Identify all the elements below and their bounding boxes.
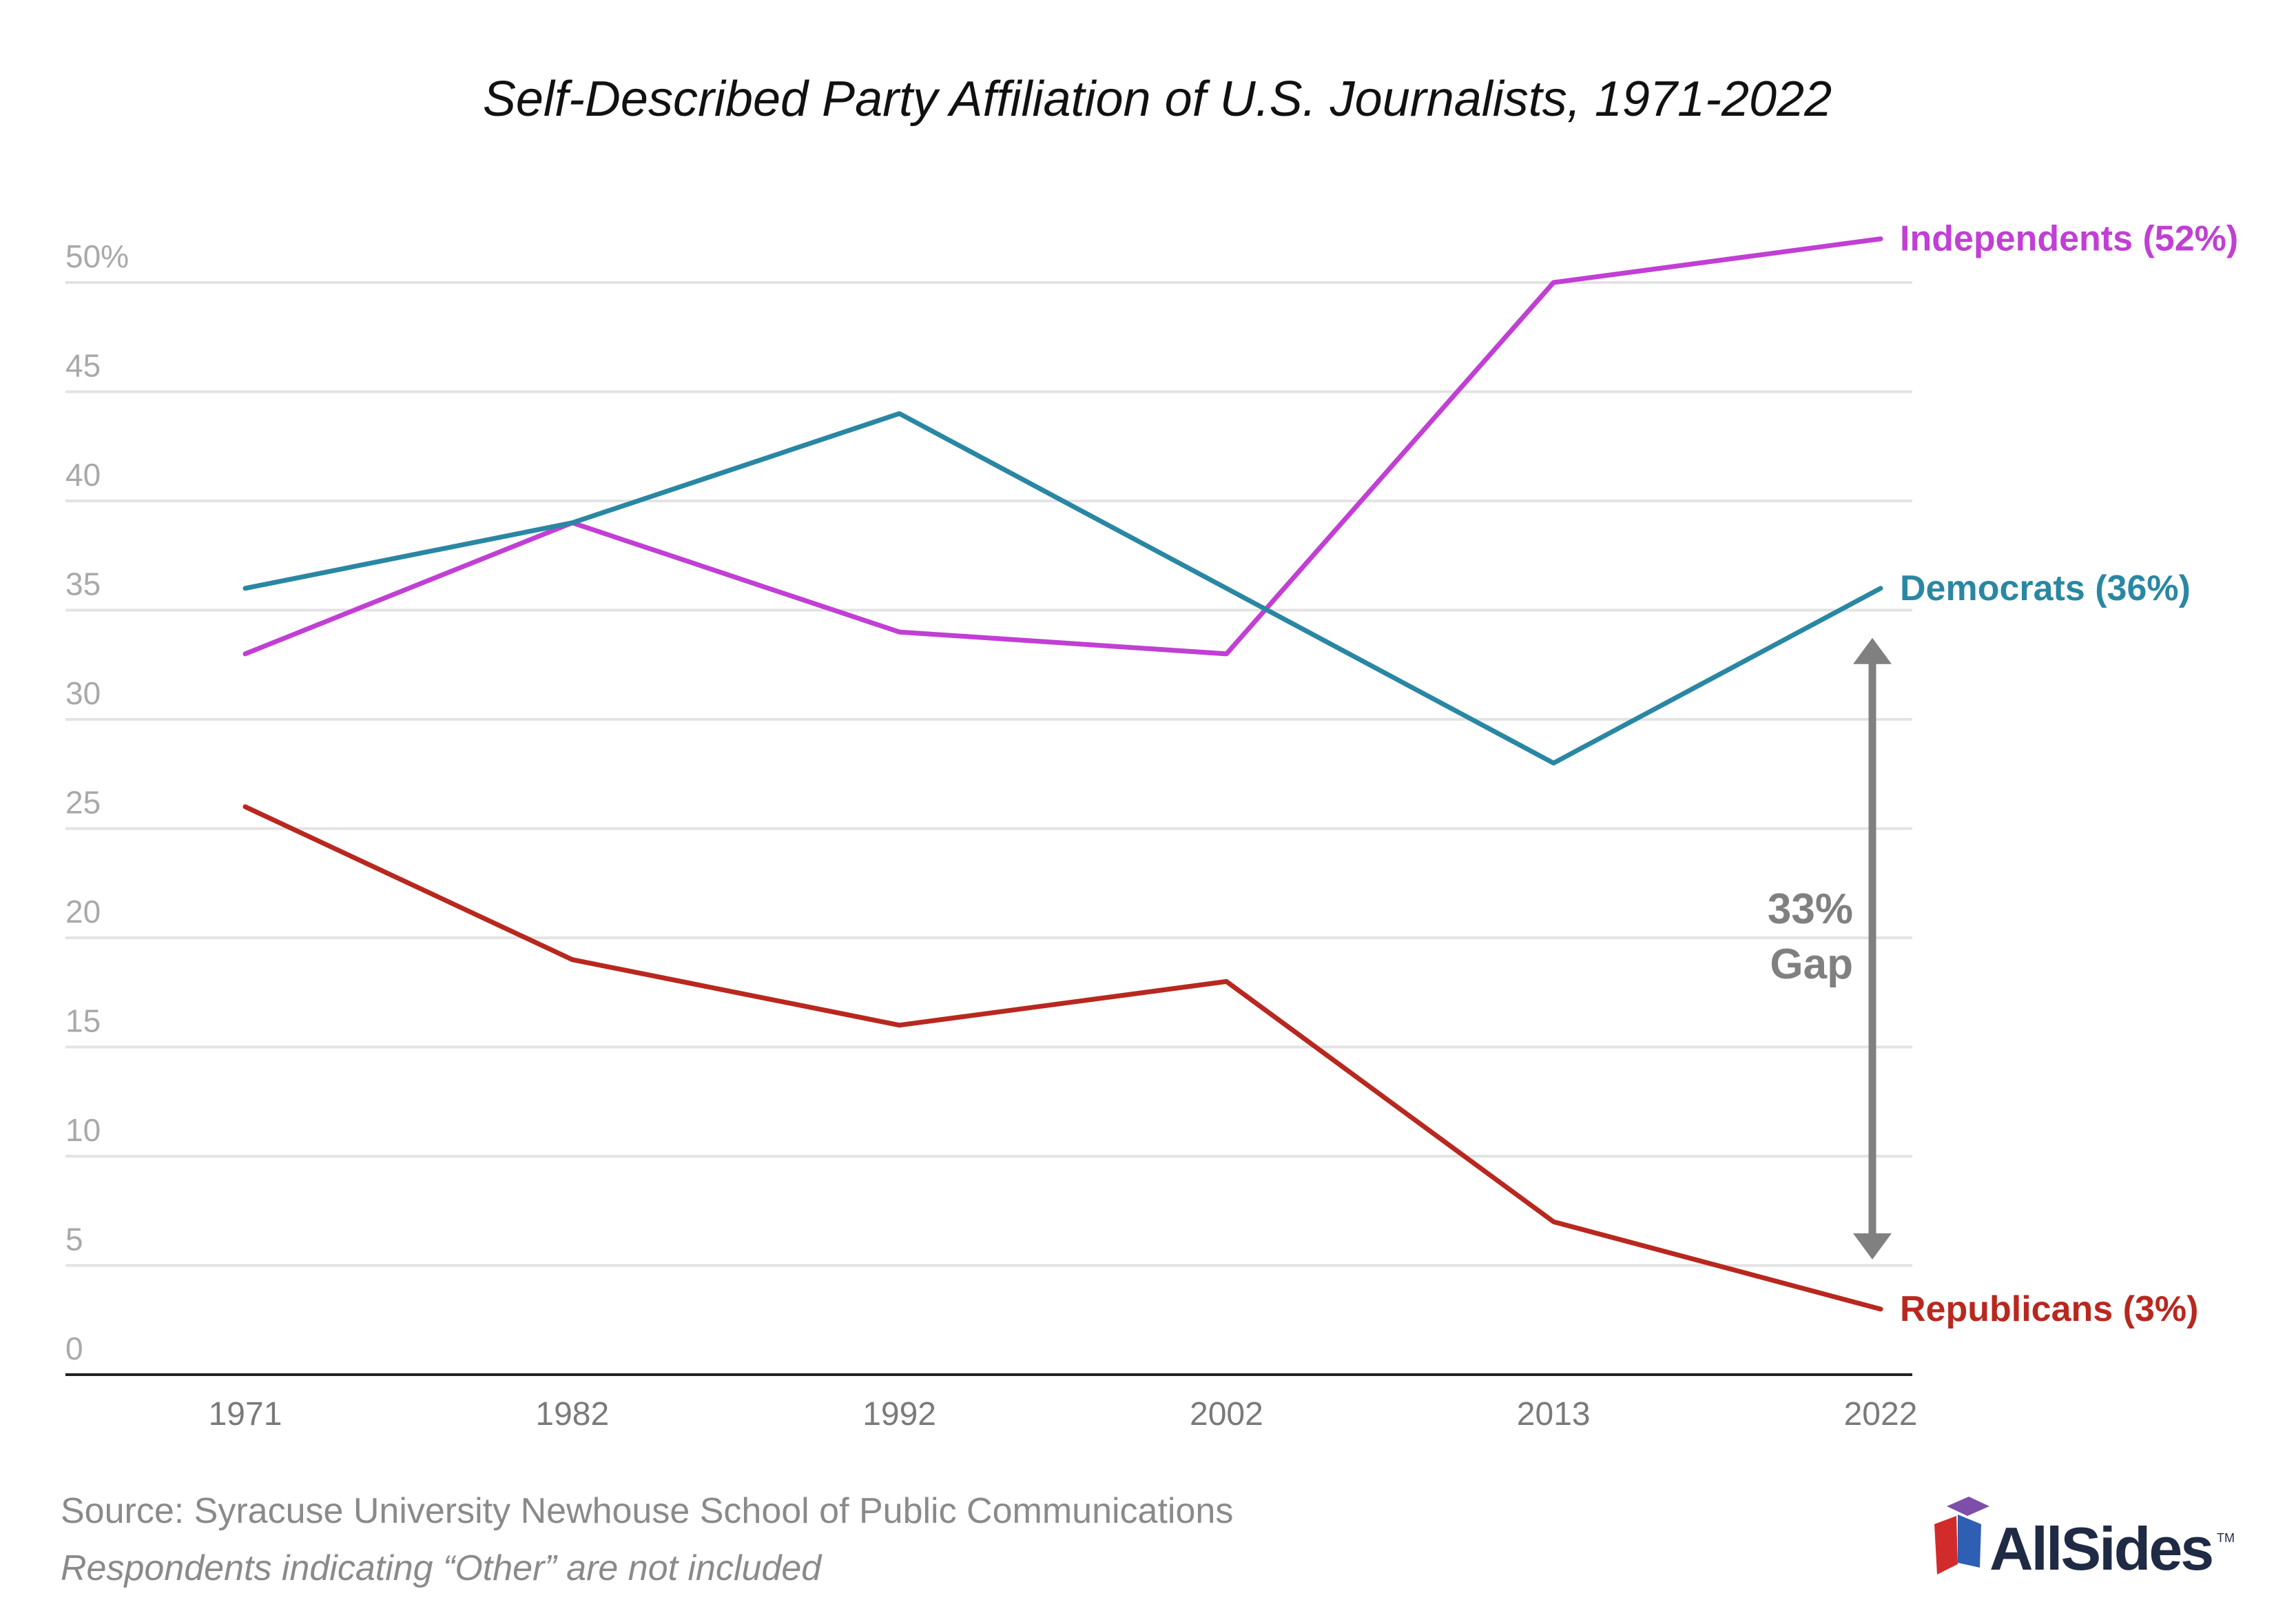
series-labels: Independents (52%) Democrats (36%) Republi… <box>1900 219 2238 1329</box>
series-label-republicans: Republicans (3%) <box>1900 1289 2198 1329</box>
y-axis-ticks: 0 5 10 15 20 25 30 35 40 45 50% <box>65 238 129 1366</box>
y-tick-label: 15 <box>65 1003 101 1039</box>
y-tick-label: 40 <box>65 457 101 493</box>
series-line-democrats <box>242 411 1883 766</box>
logo-trademark: TM <box>2217 1531 2235 1545</box>
x-tick-label: 2022 <box>1844 1396 1918 1433</box>
gap-label-word: Gap <box>1770 941 1853 988</box>
x-tick-label: 1971 <box>209 1396 282 1433</box>
gap-label-value: 33% <box>1768 885 1853 933</box>
y-tick-label: 20 <box>65 894 101 930</box>
series-line-independents <box>242 236 1883 657</box>
series-label-independents: Independents (52%) <box>1900 219 2238 259</box>
x-tick-label: 2013 <box>1517 1396 1591 1433</box>
y-tick-label: 30 <box>65 675 101 711</box>
y-tick-label: 25 <box>65 785 101 821</box>
y-tick-label: 35 <box>65 566 101 602</box>
chart-title: Self-Described Party Affiliation of U.S.… <box>483 72 1832 127</box>
respondents-note: Respondents indicating “Other” are not i… <box>61 1548 823 1588</box>
y-tick-label: 45 <box>65 348 101 384</box>
source-note: Source: Syracuse University Newhouse Sch… <box>61 1491 1233 1531</box>
logo-wordmark: AllSides <box>1989 1515 2212 1583</box>
y-tick-label: 0 <box>65 1331 83 1366</box>
y-tick-label: 10 <box>65 1112 101 1148</box>
x-tick-label: 2002 <box>1190 1396 1263 1433</box>
gap-arrow-head-top <box>1853 637 1892 664</box>
allsides-logo-icon <box>1934 1497 1989 1574</box>
x-tick-label: 1992 <box>862 1396 936 1433</box>
gap-annotation: 33% Gap <box>1768 637 1892 1260</box>
y-tick-label: 50% <box>65 238 129 274</box>
gap-arrow-head-bottom <box>1853 1233 1892 1260</box>
series-line-republicans <box>242 804 1883 1312</box>
x-tick-label: 1982 <box>535 1396 609 1433</box>
series-label-democrats: Democrats (36%) <box>1900 568 2191 608</box>
gridlines <box>65 281 1912 1267</box>
allsides-logo: AllSides TM <box>1934 1497 2235 1583</box>
x-axis-ticks: 1971 1982 1992 2002 2013 2022 <box>209 1396 1918 1433</box>
y-tick-label: 5 <box>65 1222 83 1258</box>
series-lines <box>242 236 1883 1312</box>
